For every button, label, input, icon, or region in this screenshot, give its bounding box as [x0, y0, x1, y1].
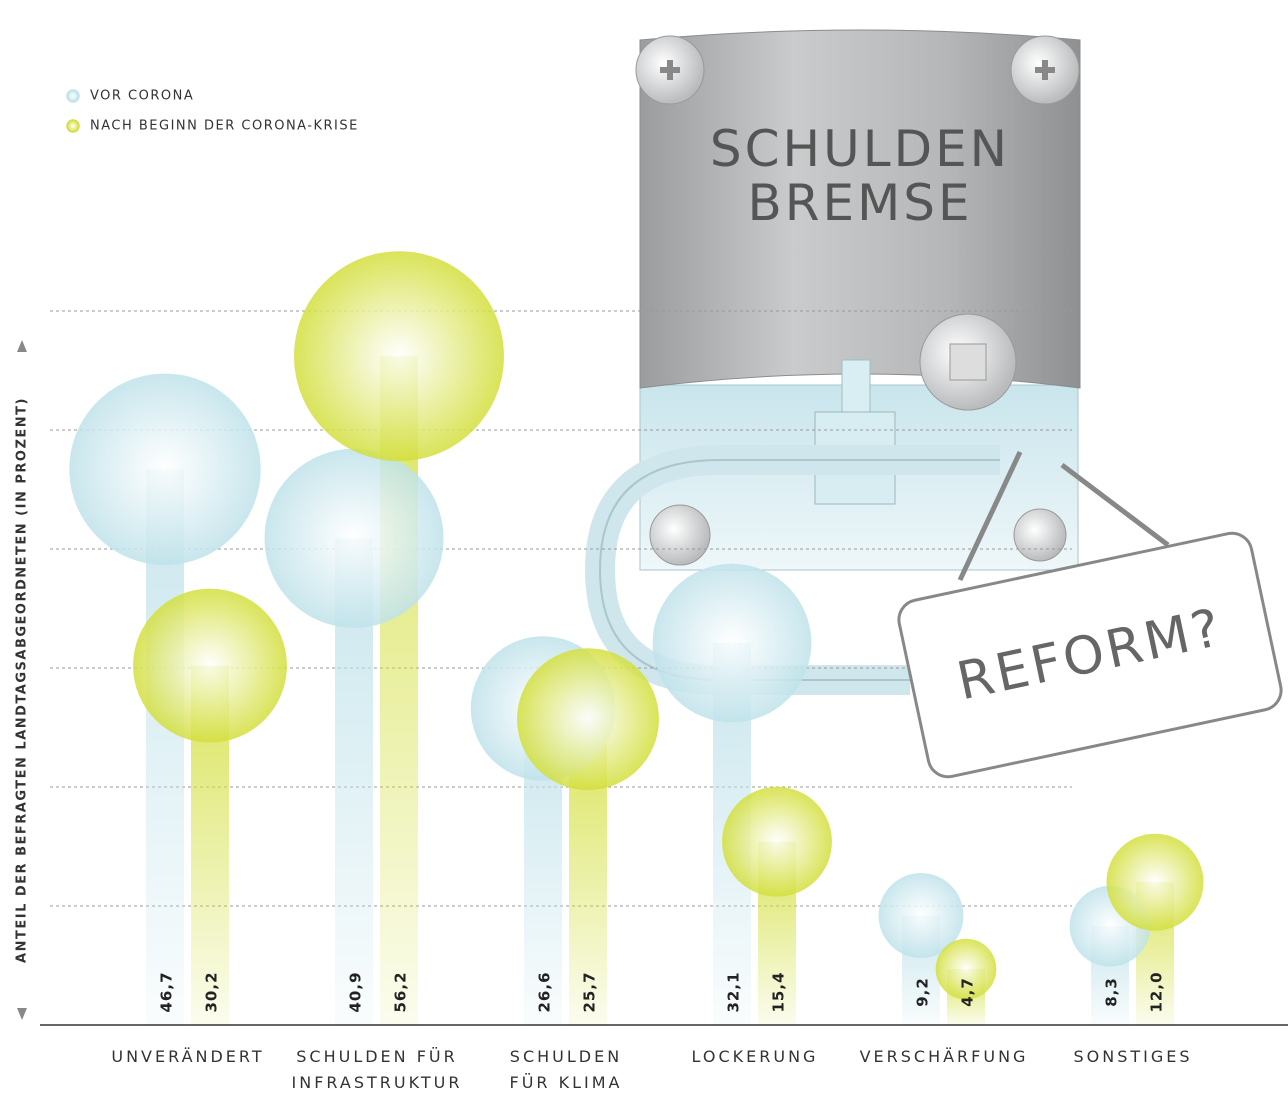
- chart: SCHULDEN BREMSE 46,7 30,2 40,9 56,2 26,6 25,7…: [0, 0, 1288, 1100]
- bubble: [1107, 834, 1204, 931]
- value-label: 9,2: [914, 977, 932, 1007]
- page: {"chart_data": {"type": "bubble-lollipop…: [0, 0, 1288, 1100]
- value-label: 46,7: [158, 971, 176, 1012]
- value-label: 56,2: [392, 971, 410, 1012]
- category-label: UNVERÄNDERT: [88, 1044, 288, 1070]
- legend-swatch: [67, 120, 79, 132]
- value-labels: 46,7 30,2 40,9 56,2 26,6 25,7 32,1 15,4 9,2 4,7 8,…: [158, 971, 1166, 1012]
- bubble: [517, 648, 659, 790]
- value-label: 30,2: [203, 971, 221, 1012]
- bubble: [653, 564, 812, 723]
- rod: [842, 360, 870, 415]
- value-label: 4,7: [959, 977, 977, 1007]
- value-label: 40,9: [347, 971, 365, 1012]
- bolt-head: [950, 344, 986, 380]
- illustration-label: SCHULDEN: [710, 120, 1010, 178]
- bubble: [294, 251, 504, 461]
- screw: [650, 505, 710, 565]
- screw: [1014, 509, 1066, 561]
- category-label: SCHULDEN FÜR INFRASTRUKTUR: [277, 1044, 477, 1096]
- category-label: SCHULDEN FÜR KLIMA: [466, 1044, 666, 1096]
- illustration-label: BREMSE: [747, 174, 972, 232]
- bubble: [133, 589, 287, 743]
- value-label: 15,4: [770, 971, 788, 1012]
- bubble: [722, 787, 832, 897]
- category-label: SONSTIGES: [1033, 1044, 1233, 1070]
- value-label: 26,6: [536, 971, 554, 1012]
- legend-label: VOR CORONA: [90, 89, 194, 104]
- category-label: LOCKERUNG: [655, 1044, 855, 1070]
- value-label: 8,3: [1103, 977, 1121, 1007]
- category-label: VERSCHÄRFUNG: [844, 1044, 1044, 1070]
- value-label: 12,0: [1148, 971, 1166, 1012]
- legend-swatch: [67, 90, 79, 102]
- value-label: 25,7: [581, 971, 599, 1012]
- bubble: [264, 449, 443, 628]
- bubble: [69, 374, 260, 565]
- y-axis-title: ANTEIL DER BEFRAGTEN LANDTAGSABGEORDNETE…: [15, 397, 30, 963]
- value-label: 32,1: [725, 971, 743, 1012]
- legend-label: NACH BEGINN DER CORONA-KRISE: [90, 119, 359, 134]
